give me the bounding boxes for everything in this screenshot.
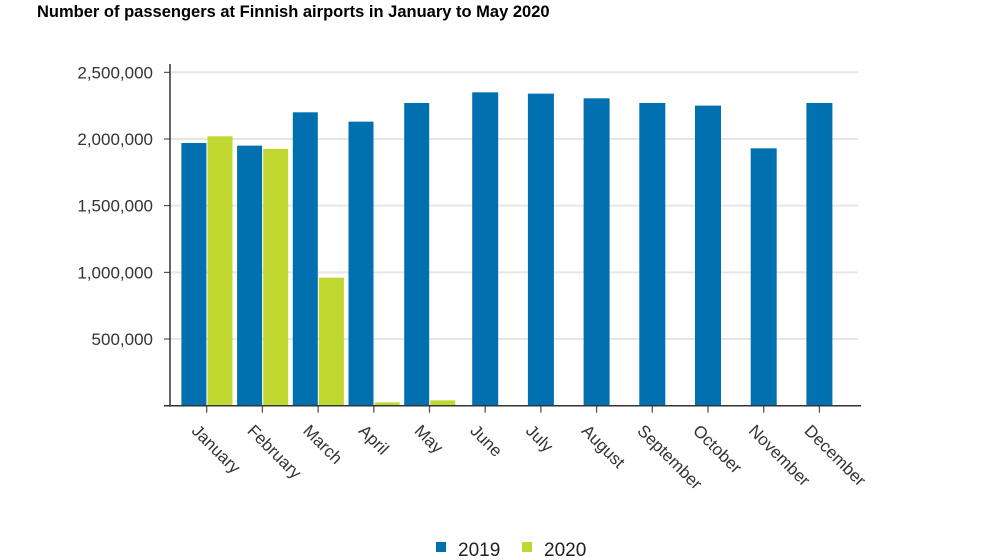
bar-2019-january [181,142,207,406]
legend-label-2020: 2020 [544,540,586,560]
legend-swatch-2020 [522,542,532,552]
x-tick-label: January [188,421,245,478]
chart-title: Number of passengers at Finnish airports… [37,3,550,21]
bar-2019-may [404,102,430,406]
x-tick-label: July [522,421,557,456]
legend-swatch-2019 [436,542,446,552]
x-tick-label: April [355,421,392,458]
bar-2020-january [207,136,233,406]
bar-2019-november [750,148,777,406]
legend-label-2019: 2019 [458,540,500,560]
bar-2019-april [348,121,374,406]
x-tick-label: February [244,421,306,483]
y-tick-label: 500,000 [92,330,153,349]
x-tick-label: June [466,421,506,461]
bar-2019-july [527,93,554,406]
bar-2020-may [430,400,456,406]
bar-2019-march [292,112,318,406]
y-tick-label: 1,000,000 [77,263,153,282]
bar-2019-december [806,102,833,406]
bar-2019-june [472,92,499,406]
bar-2020-february [263,148,289,406]
x-tick-label: October [689,421,745,477]
bar-2019-august [583,98,610,406]
bar-2019-september [639,102,666,406]
y-tick-label: 2,500,000 [77,63,153,82]
x-tick-label: March [299,421,346,468]
y-tick-label: 1,500,000 [77,197,153,216]
bar-2019-february [237,145,263,406]
bar-2020-march [318,277,344,406]
x-tick-label: December [801,421,870,490]
y-tick-label: 2,000,000 [77,130,153,149]
x-tick-label: May [411,421,447,457]
bar-2020-april [374,402,400,406]
bar-2019-october [695,105,721,406]
x-tick-label: August [578,421,629,472]
